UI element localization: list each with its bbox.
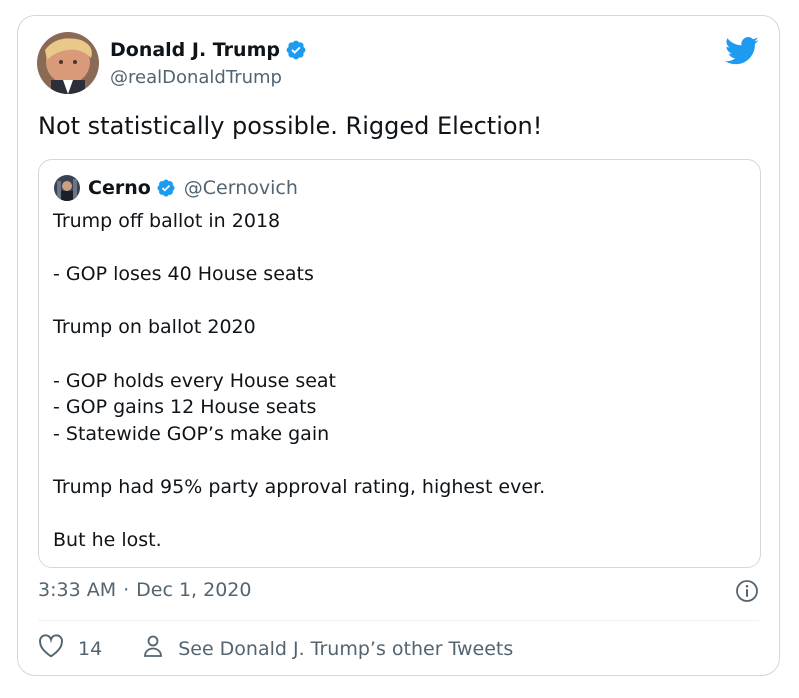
- heart-icon: [38, 634, 64, 663]
- verified-badge-icon: [156, 178, 176, 198]
- verified-badge-icon: [285, 39, 307, 61]
- quoted-line: [53, 341, 545, 368]
- like-button[interactable]: 14: [38, 634, 102, 663]
- quoted-line: - GOP gains 12 House seats: [53, 396, 317, 419]
- like-count: 14: [78, 637, 103, 660]
- tweet-time[interactable]: 3:33 AM: [38, 579, 117, 601]
- quoted-line: - GOP holds every House seat: [53, 369, 336, 392]
- author-name-row[interactable]: Donald J. Trump: [110, 39, 307, 61]
- quoted-line: [53, 501, 545, 528]
- see-other-tweets-link[interactable]: See Donald J. Trump’s other Tweets: [142, 634, 513, 663]
- quoted-line: Trump off ballot in 2018: [53, 210, 281, 232]
- quoted-author-avatar[interactable]: [54, 175, 80, 201]
- quoted-header: Cerno @Cernovich: [88, 177, 298, 199]
- tweet-card: Donald J. Trump @realDonaldTrump Not sta…: [17, 15, 780, 676]
- tweet-date[interactable]: Dec 1, 2020: [136, 579, 252, 601]
- tweet-timestamp[interactable]: 3:33 AM · Dec 1, 2020: [38, 579, 251, 601]
- author-name[interactable]: Donald J. Trump: [110, 39, 280, 61]
- quoted-line: [53, 235, 545, 262]
- author-avatar[interactable]: [37, 32, 99, 94]
- tweet-text: Not statistically possible. Rigged Elect…: [38, 112, 543, 140]
- info-icon[interactable]: [735, 579, 759, 607]
- quoted-line: Trump on ballot 2020: [53, 316, 256, 339]
- quoted-line: [53, 288, 545, 315]
- quoted-line: But he lost.: [53, 529, 162, 552]
- quoted-line: [53, 447, 545, 474]
- twitter-bird-icon[interactable]: [725, 36, 759, 70]
- quoted-line: - GOP loses 40 House seats: [53, 263, 314, 286]
- person-icon: [142, 634, 164, 663]
- quoted-tweet-text: Trump off ballot in 2018 - GOP loses 40 …: [53, 208, 545, 554]
- quoted-author-handle[interactable]: @Cernovich: [183, 177, 298, 199]
- quoted-line: - Statewide GOP’s make gain: [53, 422, 330, 445]
- quoted-tweet[interactable]: Cerno @Cernovich Trump off ballot in 201…: [38, 159, 761, 568]
- quoted-author-name[interactable]: Cerno: [88, 177, 151, 199]
- timestamp-separator: ·: [123, 579, 130, 601]
- divider: [38, 620, 759, 621]
- see-other-tweets-label[interactable]: See Donald J. Trump’s other Tweets: [178, 637, 514, 660]
- author-handle[interactable]: @realDonaldTrump: [110, 67, 282, 88]
- quoted-line: Trump had 95% party approval rating, hig…: [53, 475, 546, 498]
- tweet-actions: 14 See Donald J. Trump’s other Tweets: [38, 634, 513, 663]
